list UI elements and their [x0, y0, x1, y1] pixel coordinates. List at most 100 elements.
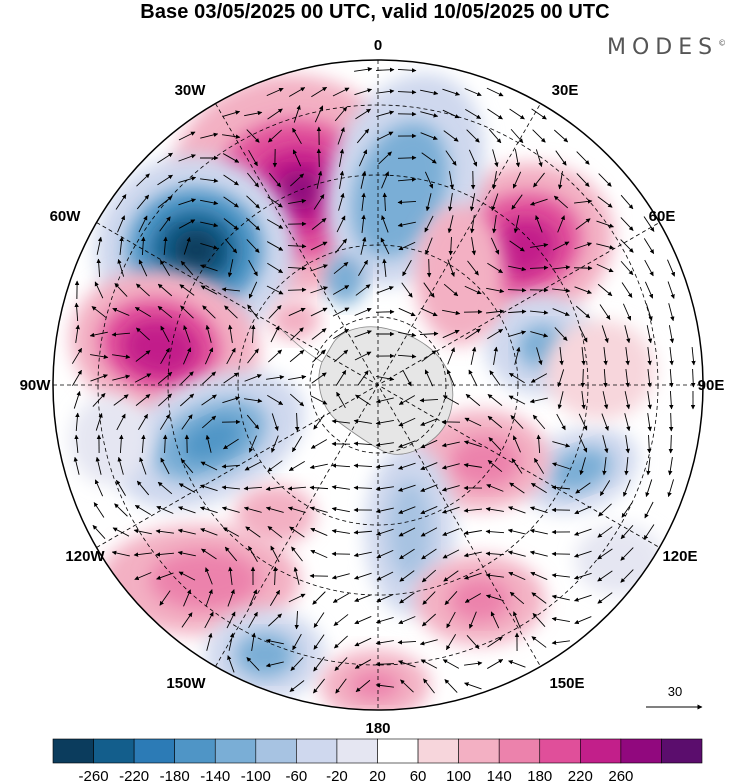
wind-vector	[376, 131, 394, 141]
wind-vector	[73, 456, 80, 475]
wind-vector	[271, 435, 279, 453]
wind-vector	[444, 591, 458, 606]
wind-vector	[289, 349, 305, 363]
wind-vector	[116, 413, 126, 431]
colorbar-swatch	[580, 738, 622, 764]
colorbar-tick-label: 20	[369, 768, 386, 783]
longitude-label: 60E	[649, 208, 676, 225]
wind-vector	[113, 394, 129, 406]
wind-vector	[620, 217, 634, 231]
wind-vector	[557, 391, 564, 410]
wind-vector	[601, 325, 609, 343]
wind-vector	[353, 441, 373, 446]
longitude-label: 30E	[552, 82, 579, 99]
wind-vector	[514, 149, 521, 168]
wind-vector	[625, 369, 630, 388]
wind-vector	[96, 236, 103, 255]
longitude-label: 150E	[549, 675, 584, 692]
wind-vector	[470, 215, 475, 234]
wind-vector	[179, 284, 195, 296]
wind-vector	[620, 569, 634, 583]
wind-vector	[354, 572, 372, 580]
anomaly-contour	[122, 319, 198, 377]
wind-vector	[573, 572, 592, 580]
wind-vector	[442, 109, 460, 119]
wind-vector	[487, 394, 503, 406]
wind-vector	[180, 305, 194, 319]
wind-vector	[311, 328, 327, 340]
anomaly-contour	[174, 230, 218, 270]
wind-vector	[246, 239, 260, 253]
wind-vector	[443, 130, 459, 142]
wind-vector	[334, 106, 348, 122]
wind-vector	[447, 259, 455, 277]
anomaly-contour	[235, 485, 315, 545]
wind-vector	[310, 395, 328, 405]
wind-vector	[397, 89, 417, 95]
wind-vector	[332, 285, 350, 295]
wind-vector	[508, 265, 527, 272]
wind-vector	[443, 570, 459, 582]
wind-vector	[463, 530, 482, 536]
wind-vector	[244, 461, 262, 471]
wind-vector	[463, 463, 482, 468]
wind-vector	[625, 347, 630, 366]
wind-vector	[270, 325, 280, 343]
wind-vector	[91, 306, 107, 318]
wind-vector	[95, 413, 103, 431]
wind-vector	[202, 305, 216, 319]
wind-vector	[221, 287, 240, 292]
wind-vector	[310, 264, 328, 272]
wind-vector	[246, 195, 260, 209]
wind-vector	[598, 173, 612, 187]
wind-vector	[442, 528, 460, 536]
wind-vector	[574, 506, 592, 515]
wind-vector	[380, 237, 390, 255]
wind-vector	[157, 371, 173, 385]
wind-vector	[270, 545, 280, 563]
wind-vector	[338, 170, 345, 189]
wind-vector	[644, 259, 654, 277]
wind-vector	[382, 258, 387, 277]
wind-vector	[313, 194, 325, 210]
wind-vector	[647, 434, 652, 454]
wind-vector	[292, 149, 302, 167]
wind-vector	[467, 260, 479, 276]
wind-vector	[398, 331, 417, 338]
wind-vector	[111, 332, 131, 337]
wind-vector	[581, 391, 586, 410]
wind-vector	[556, 413, 566, 431]
wind-vector	[441, 485, 460, 492]
wind-vector	[574, 550, 592, 558]
wind-vector	[507, 309, 527, 314]
wind-vector	[358, 259, 368, 276]
wind-vector	[338, 192, 345, 211]
wind-vector	[246, 129, 260, 143]
wind-vector	[463, 551, 482, 558]
wind-vector	[375, 683, 394, 688]
wind-vector	[376, 286, 394, 294]
wind-vector	[557, 171, 563, 190]
wind-vector	[248, 611, 258, 629]
wind-vector	[668, 457, 673, 476]
wind-vector	[375, 486, 394, 491]
wind-vector	[667, 479, 674, 498]
wind-reference: 30	[646, 684, 703, 710]
wind-vector	[334, 635, 348, 649]
wind-vector	[157, 305, 173, 319]
wind-vector	[512, 171, 522, 189]
wind-vector	[507, 528, 526, 535]
wind-vector	[490, 611, 500, 629]
wind-vector	[597, 592, 613, 604]
colorbar-swatch	[458, 738, 500, 764]
wind-vector	[248, 545, 258, 563]
wind-vector	[93, 502, 105, 518]
wind-vector	[271, 413, 279, 431]
wind-vector	[485, 594, 504, 602]
wind-vector	[135, 350, 151, 362]
wind-vector	[575, 482, 591, 494]
wind-vector	[508, 571, 526, 581]
wind-vector	[354, 351, 372, 361]
wind-vector	[206, 632, 213, 651]
wind-vector	[138, 413, 148, 430]
